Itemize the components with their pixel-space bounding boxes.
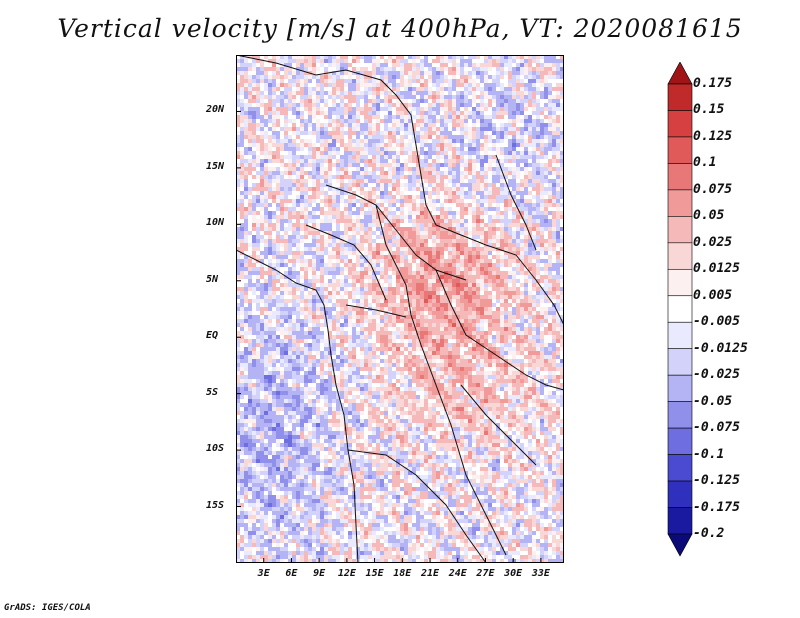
colorbar-tick-label: 0.025 (693, 234, 733, 250)
colorbar-tick-label: -0.1 (693, 446, 725, 462)
lon-tick-label: 9E (313, 568, 326, 579)
lon-tick-label: 24E (448, 568, 467, 579)
colorbar-tick-label: 0.15 (693, 102, 725, 118)
lat-tick-label: 10N (206, 217, 225, 229)
colorbar-tick-label: -0.0125 (693, 340, 748, 356)
colorbar-tick-label: 0.0125 (693, 261, 740, 277)
colorbar-bin (667, 268, 693, 297)
colorbar-bin (667, 136, 693, 164)
colorbar-bin (667, 348, 693, 376)
colorbar-tick-label: 0.175 (693, 76, 733, 91)
lat-tick-label: 5S (206, 386, 219, 398)
colorbar-tick-label: 0.075 (693, 181, 733, 197)
colorbar-bin (667, 321, 693, 350)
lon-tick-label: 15E (365, 568, 384, 579)
lat-tick-label: 5N (206, 273, 219, 285)
colorbar-bin (667, 163, 693, 191)
colorbar-bin (667, 242, 693, 270)
lon-tick-label: 33E (531, 568, 550, 579)
colorbar-tick-label: 0.005 (693, 287, 733, 303)
lon-tick-label: 21E (420, 568, 440, 579)
colorbar-tick-label: -0.2 (693, 526, 725, 541)
colorbar-bin (667, 401, 693, 429)
colorbar-bin (667, 216, 693, 244)
chart-title: Vertical velocity [m/s] at 400hPa, VT: 2… (57, 14, 743, 43)
lat-tick-label: EQ (206, 330, 219, 342)
colorbar-bin (667, 83, 693, 111)
colorbar-bin (667, 110, 693, 138)
colorbar-bin (667, 507, 693, 535)
colorbar-tick-label: -0.075 (693, 420, 740, 436)
lat-tick-label: 10S (206, 443, 225, 455)
vertical-velocity-field (236, 55, 564, 563)
colorbar-bin (667, 480, 693, 508)
colorbar-bin (667, 374, 693, 402)
colorbar-tick-label: -0.005 (693, 314, 740, 330)
lon-tick-label: 27E (476, 568, 495, 579)
colorbar-bin (667, 295, 693, 323)
colorbar-tick-label: -0.175 (693, 499, 740, 515)
colorbar-bin (667, 454, 693, 482)
colorbar-tick-label: -0.125 (693, 473, 740, 489)
colorbar-bin (667, 62, 693, 85)
colorbar-tick-label: 0.125 (693, 128, 733, 144)
software-credit: GrADS: IGES/COLA (4, 603, 91, 613)
lon-tick-label: 3E (257, 568, 270, 579)
lat-tick-label: 20N (206, 104, 225, 116)
colorbar-bin (667, 427, 693, 455)
lon-tick-label: 30E (504, 568, 523, 579)
lon-tick-label: 18E (393, 568, 412, 579)
lon-tick-label: 6E (285, 568, 298, 579)
lat-tick-label: 15N (206, 160, 225, 172)
color-scale-bar (667, 62, 693, 557)
colorbar-tick-label: -0.05 (693, 393, 733, 409)
colorbar-bin (667, 189, 693, 217)
map-plot-area (236, 55, 564, 563)
colorbar-tick-label: 0.05 (693, 208, 725, 224)
colorbar-tick-label: -0.025 (693, 367, 740, 383)
colorbar-tick-label: 0.1 (693, 155, 717, 171)
colorbar-bin (667, 533, 693, 557)
lat-tick-label: 15S (206, 499, 225, 511)
lon-tick-label: 12E (337, 568, 356, 579)
